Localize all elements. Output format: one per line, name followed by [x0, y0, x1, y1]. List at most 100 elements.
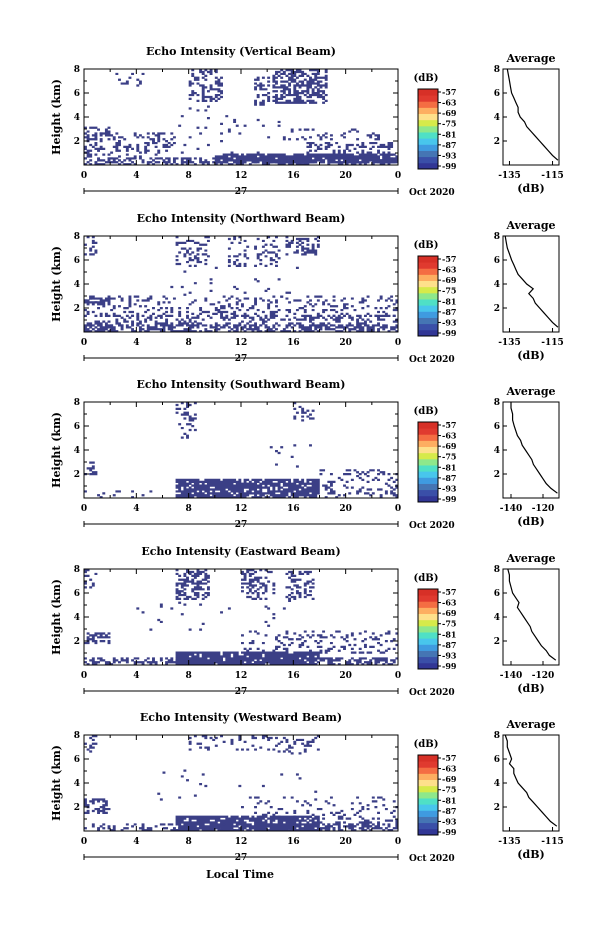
colorbar-segment [418, 779, 438, 787]
colorbar-segment [418, 268, 438, 275]
date-label: Oct 2020 [409, 355, 455, 365]
day-label: 27 [235, 354, 248, 364]
average-frame [502, 401, 560, 499]
colorbar-segment [418, 767, 438, 774]
colorbar-segment [418, 822, 438, 830]
echo-region [254, 236, 281, 268]
x-tick-label: 16 [287, 671, 300, 681]
colorbar-tick-label: -93 [442, 816, 457, 826]
x-tick-label: 12 [235, 837, 248, 847]
colorbar-segment [418, 644, 438, 651]
average-x-tick-label: -115 [541, 837, 564, 847]
average-x-tick-label: -135 [498, 837, 521, 847]
colorbar-segment [418, 458, 438, 466]
x-tick-label: 12 [235, 338, 248, 348]
colorbar-segment [418, 434, 438, 441]
x-tick-label: 16 [287, 504, 300, 514]
echo-region [269, 444, 312, 468]
y-tick-label: 6 [74, 589, 80, 599]
colorbar-segment [418, 810, 438, 817]
average-x-tick-label: -140 [500, 671, 523, 681]
colorbar-tick-label: -93 [442, 650, 457, 660]
colorbar-segment [418, 804, 438, 811]
echo-region [84, 236, 98, 256]
average-x-tick-label: -115 [541, 171, 564, 181]
average-title: Average [505, 219, 555, 232]
colorbar-segment [418, 274, 438, 282]
colorbar-segment [418, 595, 438, 602]
colorbar-segment [418, 791, 438, 799]
colorbar-tick-label: -81 [442, 795, 456, 805]
x-tick-label: 8 [186, 837, 192, 847]
colorbar-segment [418, 101, 438, 108]
colorbar-segment [418, 256, 438, 263]
colorbar-segment [418, 292, 438, 300]
colorbar-tick-label: -69 [442, 608, 457, 618]
colorbar-segment [418, 471, 438, 478]
colorbar-segment [418, 311, 438, 318]
x-tick-label: 12 [235, 504, 248, 514]
average-x-label: (dB) [517, 182, 544, 195]
x-tick-label: 16 [287, 171, 300, 181]
colorbar-segment [418, 495, 438, 503]
echo-region [227, 118, 281, 154]
echo-region [157, 769, 318, 801]
colorbar-segment [418, 107, 438, 115]
colorbar-tick-label: -63 [442, 431, 457, 441]
average-x-tick-label: -120 [532, 504, 555, 514]
x-tick-label: 0 [81, 171, 87, 181]
x-tick-label: 0 [81, 504, 87, 514]
colorbar-segment [418, 317, 438, 325]
average-profile-line [510, 402, 558, 494]
colorbar-tick-label: -93 [442, 317, 457, 327]
average-profile-line [507, 568, 557, 661]
y-tick-label: 6 [74, 422, 80, 432]
echo-region [175, 236, 210, 268]
x-tick-label: 0 [395, 504, 401, 514]
x-axis-label: Local Time [206, 868, 274, 881]
average-x-tick-label: -140 [500, 504, 523, 514]
colorbar-tick-label: -81 [442, 296, 456, 306]
beam-panel: Echo Intensity (Southward Beam)0 4 8 12 16 20… [50, 378, 560, 531]
average-y-tick-label: 8 [494, 565, 500, 575]
x-tick-label: 8 [186, 338, 192, 348]
echo-region [136, 599, 292, 631]
day-label: 27 [235, 853, 248, 863]
colorbar-frame [417, 255, 439, 337]
date-label: Oct 2020 [409, 854, 455, 864]
colorbar-tick-label: -99 [442, 161, 457, 171]
echo-region [84, 461, 98, 476]
echo-region [175, 815, 320, 832]
echo-region [84, 295, 111, 306]
echo-region [84, 126, 111, 141]
average-y-tick-label: 4 [494, 613, 500, 623]
x-tick-label: 20 [339, 504, 352, 514]
x-tick-label: 4 [133, 171, 139, 181]
echo-region [115, 72, 145, 87]
colorbar-segment [418, 440, 438, 448]
colorbar-tick-label: -81 [442, 129, 456, 139]
colorbar-segment [418, 650, 438, 658]
average-profile-line [504, 235, 559, 328]
echo-region [175, 478, 320, 499]
echo-region [84, 632, 111, 645]
echo-region [254, 76, 271, 106]
colorbar-frame [417, 421, 439, 503]
date-label: Oct 2020 [409, 688, 455, 698]
date-label: Oct 2020 [409, 521, 455, 531]
colorbar-tick-label: -81 [442, 462, 456, 472]
echo-region [84, 798, 111, 815]
average-x-tick-label: -135 [498, 171, 521, 181]
colorbar-tick-label: -93 [442, 150, 457, 160]
y-tick-label: 4 [74, 446, 80, 456]
echo-region [267, 735, 320, 755]
average-y-tick-label: 8 [494, 398, 500, 408]
average-y-tick-label: 4 [494, 779, 500, 789]
y-tick-label: 8 [74, 398, 80, 408]
echo-region [285, 236, 320, 256]
colorbar-tick-label: -75 [442, 286, 456, 296]
colorbar-tick-label: -99 [442, 661, 457, 671]
echo-region [285, 570, 315, 601]
colorbar-tick-label: -93 [442, 483, 457, 493]
